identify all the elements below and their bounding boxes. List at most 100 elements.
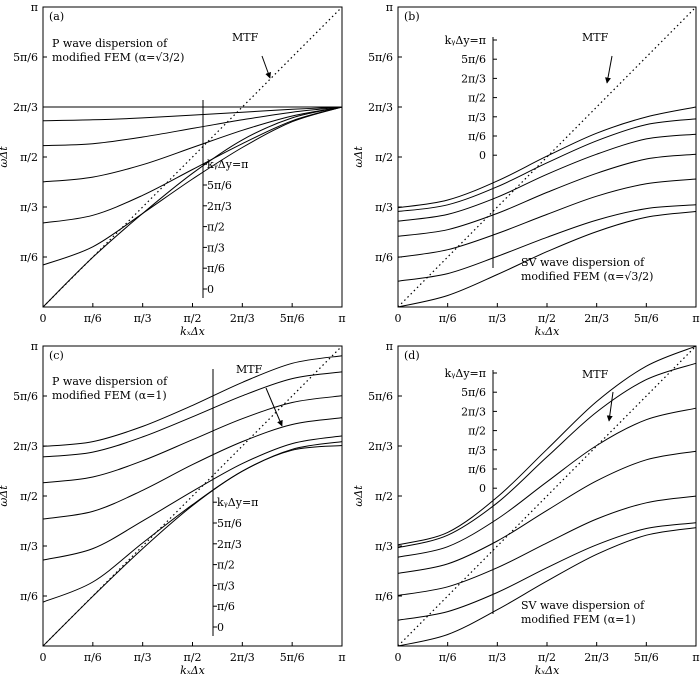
legend-entry: π/2: [468, 92, 486, 105]
panel-c: 0 π/6 π/3 π/2 2π/3 5π/6 π π/6 π/3 π/2 2π/3 5π/6 π kₓΔ…: [0, 340, 346, 677]
panel-label: (b): [404, 10, 420, 23]
y-axis-label: ωΔt: [352, 146, 365, 168]
y-tick-label: 5π/6: [13, 390, 38, 403]
y-tick-label: π: [386, 1, 393, 14]
series-line: [397, 211, 697, 308]
legend-entry: 0: [479, 149, 486, 162]
legend-entry: 0: [217, 621, 224, 634]
x-tick-label: 2π/3: [230, 312, 255, 325]
legend-entry: 2π/3: [461, 405, 486, 418]
legend-entry: 2π/3: [461, 72, 486, 85]
x-tick-label: π/2: [538, 651, 556, 664]
x-tick-label: π: [692, 312, 699, 325]
legend-entry: π/3: [217, 579, 235, 592]
x-tick-label: 5π/6: [634, 651, 659, 664]
series-line: [42, 441, 343, 603]
series-line: [42, 417, 343, 520]
x-tick-label: 2π/3: [230, 651, 255, 664]
legend-entry: 2π/3: [207, 200, 232, 213]
x-tick-label: π/6: [439, 651, 457, 664]
x-tick-label: π/3: [134, 651, 152, 664]
series-line: [42, 106, 343, 147]
x-tick-label: π/2: [538, 312, 556, 325]
panel-title-line1: SV wave dispersion of: [521, 599, 645, 612]
mtf-line: [397, 6, 697, 308]
x-tick-label: 0: [40, 312, 47, 325]
mtf-arrow: [265, 387, 283, 427]
legend-entry: 0: [479, 482, 486, 495]
series-line: [397, 153, 697, 237]
y-tick-label: 2π/3: [368, 440, 393, 453]
x-tick-label: 2π/3: [584, 651, 609, 664]
legend-entry: 5π/6: [217, 517, 242, 530]
x-tick-label: π/2: [184, 312, 202, 325]
y-tick-label: π/2: [20, 490, 38, 503]
legend-entry: π/2: [468, 425, 486, 438]
mtf-arrow: [261, 55, 271, 79]
x-tick-label: π/6: [439, 312, 457, 325]
legend-entry: kᵧΔy=π: [445, 34, 486, 47]
y-tick-label: π/2: [375, 490, 393, 503]
y-tick-label: π/2: [20, 151, 38, 164]
series-line: [42, 445, 343, 647]
legend-entry: 5π/6: [207, 179, 232, 192]
panel-label: (c): [49, 349, 64, 362]
y-tick-label: π/3: [375, 201, 393, 214]
y-tick-label: 5π/6: [368, 51, 393, 64]
legend-entry: π/3: [468, 111, 486, 124]
legend-entry: π/3: [207, 241, 225, 254]
x-axis-label: kₓΔx: [180, 325, 206, 338]
panel-title-line1: P wave dispersion of: [52, 375, 168, 388]
x-tick-label: π: [338, 651, 345, 664]
series-line: [397, 106, 697, 209]
x-axis-label: kₓΔx: [180, 664, 206, 677]
legend-entry: kᵧΔy=π: [207, 158, 248, 171]
panel-title-line2: modified FEM (α=1): [52, 389, 167, 402]
series-line: [42, 355, 343, 447]
x-tick-label: 2π/3: [584, 312, 609, 325]
mtf-line: [397, 345, 697, 647]
panel-title-line1: P wave dispersion of: [52, 37, 168, 50]
series-line: [397, 345, 697, 546]
panel-label: (d): [404, 349, 420, 362]
x-tick-label: 0: [395, 312, 402, 325]
legend-entry: π/2: [207, 221, 225, 234]
series-line: [42, 371, 343, 458]
x-axis-label: kₓΔx: [535, 664, 561, 677]
mtf-label: MTF: [232, 31, 259, 44]
panel-d: 0 π/6 π/3 π/2 2π/3 5π/6 π π/6 π/3 π/2 2π/3 5π/6 π kₓΔ…: [352, 340, 700, 677]
y-tick-label: π/6: [20, 251, 38, 264]
series-line: [42, 106, 343, 183]
series-line: [397, 118, 697, 212]
x-tick-label: π/2: [184, 651, 202, 664]
mtf-label: MTF: [582, 31, 609, 44]
y-tick-label: π/3: [20, 540, 38, 553]
y-tick-label: π/6: [375, 251, 393, 264]
series-line: [42, 106, 343, 266]
series-line: [42, 106, 343, 122]
y-tick-label: π/6: [375, 590, 393, 603]
mtf-label: MTF: [236, 363, 263, 376]
y-tick-label: 2π/3: [368, 101, 393, 114]
series-line: [397, 362, 697, 549]
legend-entry: π/6: [217, 600, 235, 613]
y-tick-label: 5π/6: [368, 390, 393, 403]
x-tick-label: π/6: [84, 651, 102, 664]
panel-title-line2: modified FEM (α=√3/2): [52, 51, 184, 64]
series-line: [42, 395, 343, 484]
y-tick-label: 5π/6: [13, 51, 38, 64]
x-tick-label: 0: [40, 651, 47, 664]
x-tick-label: π/6: [84, 312, 102, 325]
series-line: [397, 407, 697, 558]
x-tick-label: 5π/6: [280, 312, 305, 325]
x-axis-label: kₓΔx: [535, 325, 561, 338]
panel-b: 0 π/6 π/3 π/2 2π/3 5π/6 π π/6 π/3 π/2 2π/3 5π/6 π kₓΔ…: [352, 1, 700, 338]
series-line: [42, 435, 343, 561]
panel-title-line2: modified FEM (α=1): [521, 613, 636, 626]
y-axis-label: ωΔt: [0, 146, 10, 168]
x-tick-label: π/3: [488, 312, 506, 325]
y-tick-label: π: [386, 340, 393, 353]
series-line: [397, 527, 697, 647]
series-line: [42, 106, 343, 308]
legend-entry: kᵧΔy=π: [217, 496, 258, 509]
